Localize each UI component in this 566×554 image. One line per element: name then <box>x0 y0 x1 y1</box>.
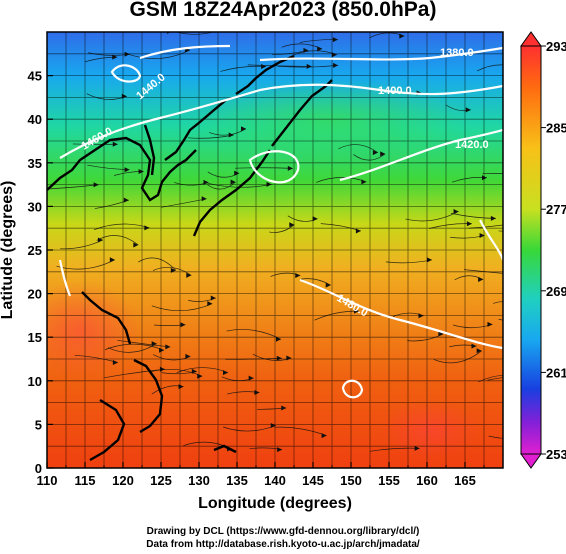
y-axis-label: Latitude (degrees) <box>0 181 16 320</box>
colorbar: 293 285 277 269 261 253 <box>520 31 566 469</box>
y-tick-label: 45 <box>28 69 42 84</box>
map-title: GSM 18Z24Apr2023 (850.0hPa) <box>129 0 437 21</box>
coastline <box>47 54 333 462</box>
x-tick-label: 165 <box>454 473 476 488</box>
colorbar-tick-label: 269 <box>546 284 566 299</box>
colorbar-tick-label: 261 <box>546 365 566 380</box>
y-tick-label: 20 <box>28 287 42 302</box>
colorbar-tick-label: 253 <box>546 447 566 462</box>
colorbar-tick-label: 277 <box>546 202 566 217</box>
temperature-field <box>47 32 503 468</box>
y-tick-label: 30 <box>28 199 42 214</box>
contour-label: 1380.0 <box>440 47 474 59</box>
x-tick-label: 155 <box>378 473 400 488</box>
x-tick-label: 110 <box>37 473 58 488</box>
x-tick-label: 160 <box>416 473 438 488</box>
colorbar-tick-label: 285 <box>546 121 566 136</box>
y-tick-label: 5 <box>35 417 42 432</box>
x-tick-label: 135 <box>226 473 248 488</box>
contour-label: 1420.0 <box>455 139 489 151</box>
y-tick-label: 40 <box>28 112 42 127</box>
x-tick-label: 150 <box>340 473 362 488</box>
x-tick-label: 115 <box>75 473 96 488</box>
x-tick-label: 130 <box>188 473 210 488</box>
x-tick-label: 120 <box>112 473 134 488</box>
colorbar-tick-label: 293 <box>546 39 566 54</box>
y-tick-label: 10 <box>28 374 42 389</box>
y-tick-label: 0 <box>35 461 42 476</box>
y-tick-label: 35 <box>28 156 42 171</box>
y-tick-label: 15 <box>28 330 42 345</box>
x-tick-label: 125 <box>150 473 172 488</box>
y-tick-label: 25 <box>28 243 42 258</box>
x-tick-label: 140 <box>264 473 286 488</box>
height-contours <box>58 44 503 399</box>
x-axis-label: Longitude (degrees) <box>198 495 352 512</box>
contour-label: 1400.0 <box>378 85 412 97</box>
y-axis: 0 5 10 15 20 25 30 35 40 45 <box>28 69 53 476</box>
credit-data: Data from http://database.rish.kyoto-u.a… <box>146 539 420 550</box>
x-tick-label: 145 <box>302 473 324 488</box>
credit-drawing: Drawing by DCL (https://www.gfd-dennou.o… <box>146 526 420 537</box>
x-axis: 110 115 120 125 130 135 140 145 150 155 160 165 <box>37 462 485 488</box>
